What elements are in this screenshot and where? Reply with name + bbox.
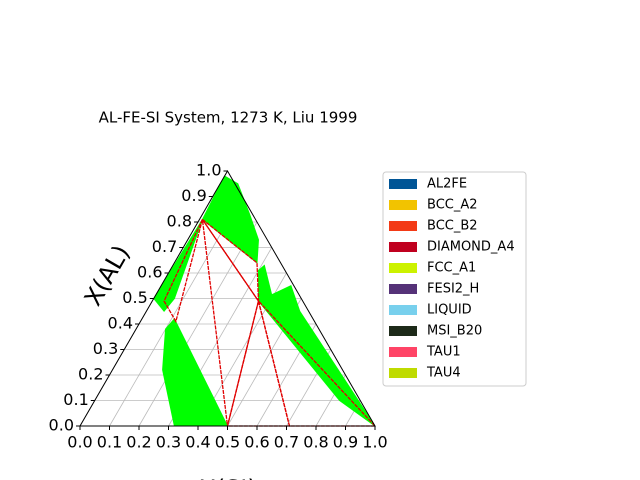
legend-swatch [389, 200, 417, 210]
y-tick-label: 0.9 [181, 186, 206, 205]
x-tick-label: 0.8 [303, 433, 328, 452]
two-phase-region [162, 318, 229, 427]
y-tick-label: 0.5 [122, 288, 147, 307]
two-phase-region [201, 175, 259, 264]
y-tick-label: 0.3 [93, 339, 118, 358]
y-tick-label: 1.0 [196, 161, 221, 180]
x-tick-label: 0.7 [274, 433, 299, 452]
legend-swatch [389, 263, 417, 273]
x-tick-label: 0.2 [126, 433, 151, 452]
three-phase-region [163, 219, 204, 324]
three-phase-region [201, 219, 260, 427]
legend-label: MSI_B20 [427, 324, 482, 339]
x-axis-label: X(SI) [199, 475, 256, 480]
regions [153, 175, 377, 427]
two-phase-region [153, 219, 203, 313]
legend-label: AL2FE [427, 177, 467, 192]
legend-swatch [389, 242, 417, 252]
x-tick-label: 0.4 [185, 433, 210, 452]
y-tick-label: 0.7 [152, 237, 177, 256]
legend-label: LIQUID [427, 303, 472, 318]
legend-label: TAU1 [426, 345, 461, 360]
x-tick-label: 0.6 [244, 433, 269, 452]
chart-title: AL-FE-SI System, 1273 K, Liu 1999 [99, 109, 358, 127]
legend [382, 171, 527, 387]
y-tick-label: 0.1 [63, 390, 88, 409]
y-tick-label: 0.6 [137, 263, 162, 282]
x-tick-label: 0.0 [67, 433, 92, 452]
x-tick-label: 0.5 [215, 433, 240, 452]
legend-swatch [389, 284, 417, 294]
two-phase-region [257, 285, 376, 427]
x-tick-label: 0.3 [156, 433, 181, 452]
three-phase-region [226, 300, 291, 427]
legend-swatch [389, 347, 417, 357]
legend-swatch [389, 326, 417, 336]
y-tick-label: 0.8 [167, 212, 192, 231]
legend-label: BCC_B2 [427, 219, 478, 234]
x-tick-label: 0.1 [97, 433, 122, 452]
ticks: 0.0 0.1 0.2 0.3 0.4 0.5 0.6 0.7 0.8 0.9 1.00.00.10… [49, 161, 388, 452]
legend-swatch [389, 221, 417, 231]
legend-label: FCC_A1 [427, 261, 476, 276]
x-tick-label: 0.9 [333, 433, 358, 452]
y-tick-label: 0.0 [49, 416, 74, 435]
legend-label: DIAMOND_A4 [427, 240, 515, 255]
three-phase-region [201, 218, 260, 304]
legend-swatch [389, 305, 417, 315]
legend-label: FESI2_H [427, 282, 479, 297]
two-phase-region [257, 264, 274, 302]
x-tick-label: 1.0 [362, 433, 387, 452]
grid-line [109, 196, 243, 427]
legend-label: TAU4 [426, 366, 461, 381]
legend-swatch [389, 179, 417, 189]
legend-label: BCC_A2 [427, 198, 478, 213]
legend-entries: AL2FE BCC_A2 BCC_B2 DIAMOND_A4 FCC_A1 FESI2_H… [389, 177, 515, 381]
y-tick-label: 0.2 [78, 365, 103, 384]
legend-swatch [389, 368, 417, 378]
y-tick-label: 0.4 [108, 314, 133, 333]
